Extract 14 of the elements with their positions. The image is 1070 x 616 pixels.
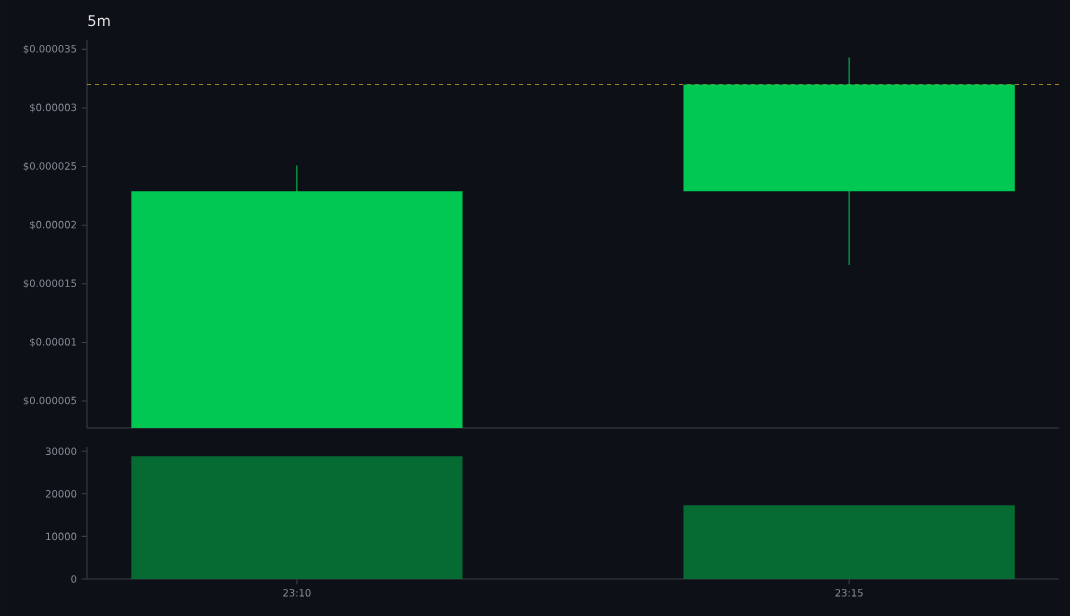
y-tick-label: 20000: [45, 490, 77, 498]
y-tick-label: $0.00001: [30, 337, 77, 347]
y-tick-label: 10000: [46, 532, 77, 541]
x-tick-label: 23:10: [283, 589, 311, 597]
x-tick-label: 23:15: [835, 589, 863, 597]
chart-title: 5m: [88, 15, 110, 27]
y-tick-label: $0.000005: [23, 396, 77, 406]
y-tick-label: 30000: [45, 447, 77, 456]
y-tick-label: $0.000035: [23, 44, 77, 54]
y-tick-label: $0.000015: [23, 279, 77, 289]
y-tick-label: $0.00002: [30, 220, 76, 230]
y-tick-label: $0.00003: [30, 103, 77, 113]
y-tick-label: $0.000025: [23, 162, 77, 172]
y-tick-label: 0: [71, 575, 77, 583]
